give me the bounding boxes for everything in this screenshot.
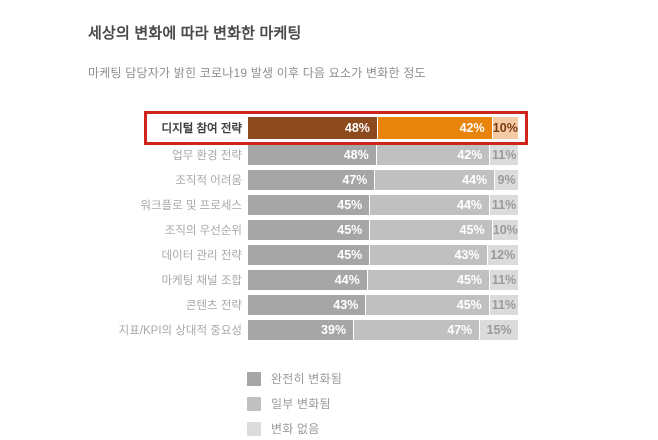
stacked-bar: 45% 43% 12% bbox=[248, 244, 518, 265]
bar-segment-partly-changed: 44% bbox=[370, 194, 490, 215]
chart-row: 데이터 관리 전략 45% 43% 12% bbox=[92, 242, 518, 267]
bar-segment-partly-changed: 43% bbox=[370, 244, 487, 265]
page-title: 세상의 변화에 따라 변화한 마케팅 bbox=[88, 25, 302, 42]
legend-label: 변화 없음 bbox=[271, 422, 320, 436]
bar-segment-partly-changed: 47% bbox=[354, 319, 480, 340]
legend-swatch-icon bbox=[247, 371, 261, 386]
legend-label: 완전히 변화됨 bbox=[271, 372, 342, 386]
category-label: 데이터 관리 전략 bbox=[161, 249, 242, 262]
bar-segment-no-change: 11% bbox=[490, 194, 518, 215]
bar-segment-partly-changed: 42% bbox=[377, 117, 492, 139]
bar-segment-partly-changed: 42% bbox=[376, 144, 490, 165]
chart-row: 조직적 어려움 47% 44% 9% bbox=[92, 167, 518, 192]
bar-segment-partly-changed: 45% bbox=[367, 269, 490, 290]
bar-segment-partly-changed: 44% bbox=[375, 169, 495, 190]
stacked-bar: 43% 45% 11% bbox=[248, 294, 518, 315]
category-label: 디지털 참여 전략 bbox=[161, 123, 242, 135]
legend-item: 완전히 변화됨 bbox=[247, 366, 342, 391]
stacked-bar: 48% 42% 10% bbox=[248, 117, 519, 139]
chart-rows: 디지털 참여 전략 48% 42% 10% 업무 환경 전략 48% 42% 1… bbox=[92, 114, 519, 342]
stacked-bar: 48% 42% 11% bbox=[248, 144, 518, 165]
bar-segment-no-change: 12% bbox=[487, 244, 518, 265]
chart-subtitle: 마케팅 담당자가 밝힌 코로나19 발생 이후 다음 요소가 변화한 정도 bbox=[88, 66, 426, 80]
chart-legend: 완전히 변화됨 일부 변화됨 변화 없음 bbox=[247, 366, 342, 440]
bar-segment-fully-changed: 45% bbox=[248, 219, 370, 240]
bar-segment-no-change: 11% bbox=[489, 294, 518, 315]
bar-segment-partly-changed: 45% bbox=[370, 219, 492, 240]
category-label: 콘텐츠 전략 bbox=[185, 299, 242, 312]
legend-item: 변화 없음 bbox=[247, 416, 342, 440]
stacked-bar: 45% 44% 11% bbox=[248, 194, 518, 215]
chart-row: 업무 환경 전략 48% 42% 11% bbox=[92, 142, 518, 167]
stacked-bar: 47% 44% 9% bbox=[248, 169, 518, 190]
category-label: 조직의 우선순위 bbox=[164, 224, 242, 237]
chart-row: 마케팅 채널 조합 44% 45% 11% bbox=[92, 267, 518, 292]
category-label: 지표/KPI의 상대적 중요성 bbox=[118, 324, 242, 337]
bar-segment-fully-changed: 48% bbox=[248, 117, 377, 139]
bar-segment-no-change: 9% bbox=[495, 169, 518, 190]
highlight-border bbox=[144, 111, 528, 145]
bar-segment-no-change: 15% bbox=[480, 319, 518, 340]
bar-segment-fully-changed: 44% bbox=[248, 269, 367, 290]
bar-segment-no-change: 10% bbox=[492, 219, 518, 240]
chart-row: 지표/KPI의 상대적 중요성 39% 47% 15% bbox=[92, 317, 518, 342]
bar-segment-fully-changed: 47% bbox=[248, 169, 375, 190]
bar-segment-no-change: 10% bbox=[492, 117, 519, 139]
bar-segment-fully-changed: 39% bbox=[248, 319, 354, 340]
legend-label: 일부 변화됨 bbox=[271, 397, 331, 411]
chart-row: 조직의 우선순위 45% 45% 10% bbox=[92, 217, 518, 242]
chart-row: 디지털 참여 전략 48% 42% 10% bbox=[92, 114, 519, 142]
stacked-bar: 39% 47% 15% bbox=[248, 319, 518, 340]
bar-segment-no-change: 11% bbox=[490, 269, 518, 290]
bar-segment-fully-changed: 43% bbox=[248, 294, 366, 315]
stacked-bar-chart: 디지털 참여 전략 48% 42% 10% 업무 환경 전략 48% 42% 1… bbox=[92, 111, 528, 342]
legend-swatch-icon bbox=[247, 421, 261, 436]
category-label: 조직적 어려움 bbox=[175, 174, 242, 187]
category-label: 마케팅 채널 조합 bbox=[161, 274, 242, 287]
bar-segment-fully-changed: 45% bbox=[248, 244, 370, 265]
stacked-bar: 45% 45% 10% bbox=[248, 219, 518, 240]
category-label: 워크플로 및 프로세스 bbox=[140, 199, 242, 212]
bar-segment-partly-changed: 45% bbox=[366, 294, 489, 315]
chart-row: 콘텐츠 전략 43% 45% 11% bbox=[92, 292, 518, 317]
bar-segment-fully-changed: 45% bbox=[248, 194, 370, 215]
bar-segment-fully-changed: 48% bbox=[248, 144, 376, 165]
stacked-bar: 44% 45% 11% bbox=[248, 269, 518, 290]
category-label: 업무 환경 전략 bbox=[172, 149, 242, 162]
legend-swatch-icon bbox=[247, 396, 261, 411]
legend-item: 일부 변화됨 bbox=[247, 391, 342, 416]
bar-segment-no-change: 11% bbox=[490, 144, 518, 165]
chart-row: 워크플로 및 프로세스 45% 44% 11% bbox=[92, 192, 518, 217]
